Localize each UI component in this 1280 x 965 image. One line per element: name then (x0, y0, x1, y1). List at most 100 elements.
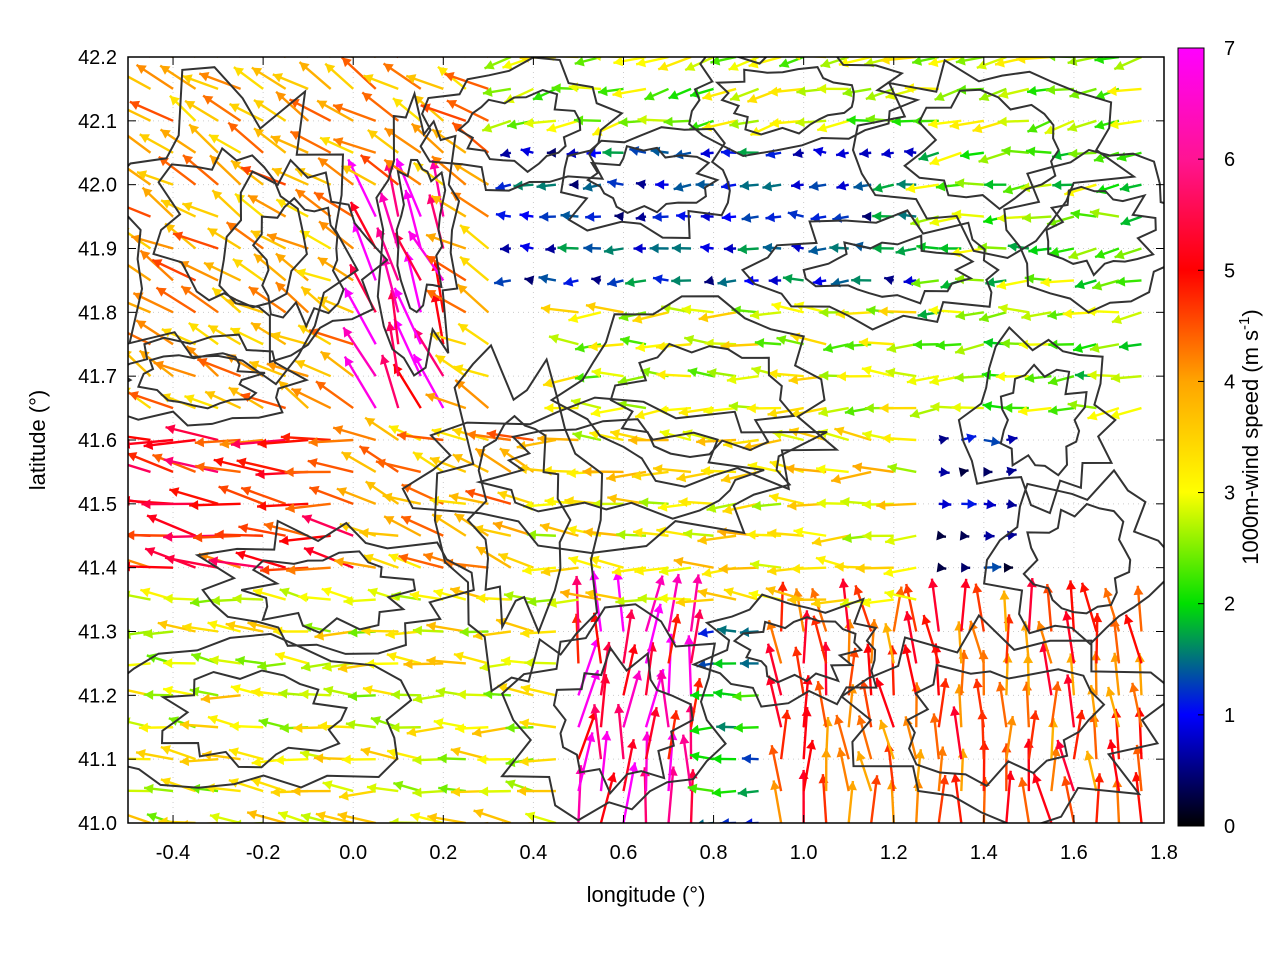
x-tick-label: 1.6 (1060, 842, 1088, 864)
colorbar (1178, 48, 1204, 826)
wind-arrow-shaft (187, 36, 218, 57)
wind-arrow-head (100, 659, 109, 669)
wind-arrow-head (299, 34, 309, 43)
colorbar-tick-label: 4 (1224, 371, 1235, 393)
colorbar-tick-label: 0 (1224, 816, 1235, 838)
wind-arrow-shaft (94, 591, 128, 600)
x-tick-label: 1.4 (970, 842, 998, 864)
wind-arrow-shaft (87, 326, 128, 344)
wind-arrow-shaft (359, 823, 398, 829)
wind-arrow-head (118, 660, 127, 670)
y-tick-label: 42.2 (78, 47, 117, 69)
colorbar-tick-label: 3 (1224, 483, 1235, 505)
wind-arrow-head (121, 629, 131, 639)
colorbar-tick-label: 2 (1224, 594, 1235, 616)
x-tick-label: 1.0 (790, 842, 818, 864)
wind-arrow-head (89, 99, 99, 108)
x-tick-label: 0.4 (519, 842, 547, 864)
wind-arrow (449, 823, 489, 833)
x-tick-label: -0.4 (156, 842, 190, 864)
wind-arrow (247, 39, 286, 57)
wind-arrow (100, 659, 128, 669)
x-axis-label: longitude (°) (587, 882, 706, 907)
wind-arrow-head (355, 36, 365, 45)
wind-arrow-shaft (95, 72, 128, 89)
wind-arrow-shaft (393, 33, 420, 57)
x-tick-label: 0.6 (610, 842, 638, 864)
y-tick-label: 41.8 (78, 302, 117, 324)
wind-arrow-head (116, 25, 126, 35)
wind-arrow-shaft (97, 786, 128, 791)
wind-arrow-head (98, 31, 108, 41)
y-tick-label: 41.7 (78, 366, 117, 388)
y-tick-label: 41.4 (78, 558, 117, 580)
wind-arrow (116, 25, 150, 57)
y-axis-label: latitude (°) (25, 390, 50, 491)
wind-arrow-shaft (280, 31, 308, 57)
wind-arrow-head (94, 588, 104, 598)
x-tick-label: 0.8 (700, 842, 728, 864)
wind-arrow-head (229, 25, 239, 35)
wind-arrow-head (87, 325, 97, 334)
wind-arrow-head (116, 754, 125, 764)
wind-arrow-head (405, 35, 415, 44)
x-tick-label: 1.8 (1150, 842, 1178, 864)
wind-arrow (393, 33, 420, 57)
wind-arrow-shaft (456, 36, 488, 57)
wind-arrow (94, 388, 128, 408)
wind-arrow (405, 35, 443, 57)
y-tick-label: 41.2 (78, 685, 117, 707)
wind-arrow-shaft (355, 37, 398, 57)
wind-arrow-head (247, 39, 257, 48)
wind-arrow-head (110, 324, 120, 333)
wind-arrow-shaft (164, 37, 196, 57)
wind-arrow-head (107, 198, 117, 207)
wind-arrow (94, 588, 128, 599)
wind-arrow-head (164, 37, 174, 46)
wind-arrow (95, 72, 128, 89)
wind-arrow (87, 325, 128, 344)
y-tick-label: 42.0 (78, 175, 117, 197)
colorbar-label-sup: -1 (1236, 317, 1253, 330)
colorbar-tick-label: 7 (1224, 38, 1235, 60)
y-tick-label: 41.3 (78, 622, 117, 644)
colorbar-tick-label: 1 (1224, 705, 1235, 727)
wind-arrow-head (76, 466, 85, 476)
wind-arrow (95, 724, 128, 734)
y-tick-label: 41.0 (78, 813, 117, 835)
wind-arrow-head (312, 43, 322, 53)
wind-arrow-head (116, 127, 126, 136)
wind-arrow-shaft (336, 39, 376, 57)
wind-arrow (97, 783, 128, 793)
wind-arrow-shaft (435, 28, 466, 57)
y-tick-label: 41.5 (78, 494, 117, 516)
wind-arrow (82, 525, 128, 536)
x-tick-label: -0.2 (246, 842, 280, 864)
wind-arrow-head (359, 822, 369, 832)
wind-arrow-head (208, 27, 218, 37)
wind-arrow-shaft (82, 529, 128, 536)
x-tick-label: 0.0 (339, 842, 367, 864)
wind-arrow-head (456, 36, 466, 45)
colorbar-label: 1000m-wind speed (m s-1) (1236, 309, 1263, 564)
wind-arrow-head (116, 161, 126, 170)
wind-arrow (435, 28, 466, 57)
colorbar-tick-label: 5 (1224, 260, 1235, 282)
wind-arrow-shaft (100, 663, 128, 664)
wind-arrow-head (94, 353, 104, 362)
wind-arrow-shaft (299, 34, 331, 57)
y-tick-label: 41.9 (78, 239, 117, 261)
wind-arrow (136, 40, 173, 57)
wind-arrow-head (92, 135, 102, 144)
wind-arrow-shaft (94, 388, 128, 408)
wind-arrow-head (435, 28, 445, 38)
wind-arrow-shaft (136, 41, 173, 57)
y-tick-label: 41.1 (78, 749, 117, 771)
colorbar-tick-label: 6 (1224, 149, 1235, 171)
wind-arrow (299, 34, 331, 57)
wind-arrow-shaft (247, 39, 286, 57)
wind-arrow (208, 27, 241, 57)
y-tick-label: 42.1 (78, 111, 117, 133)
